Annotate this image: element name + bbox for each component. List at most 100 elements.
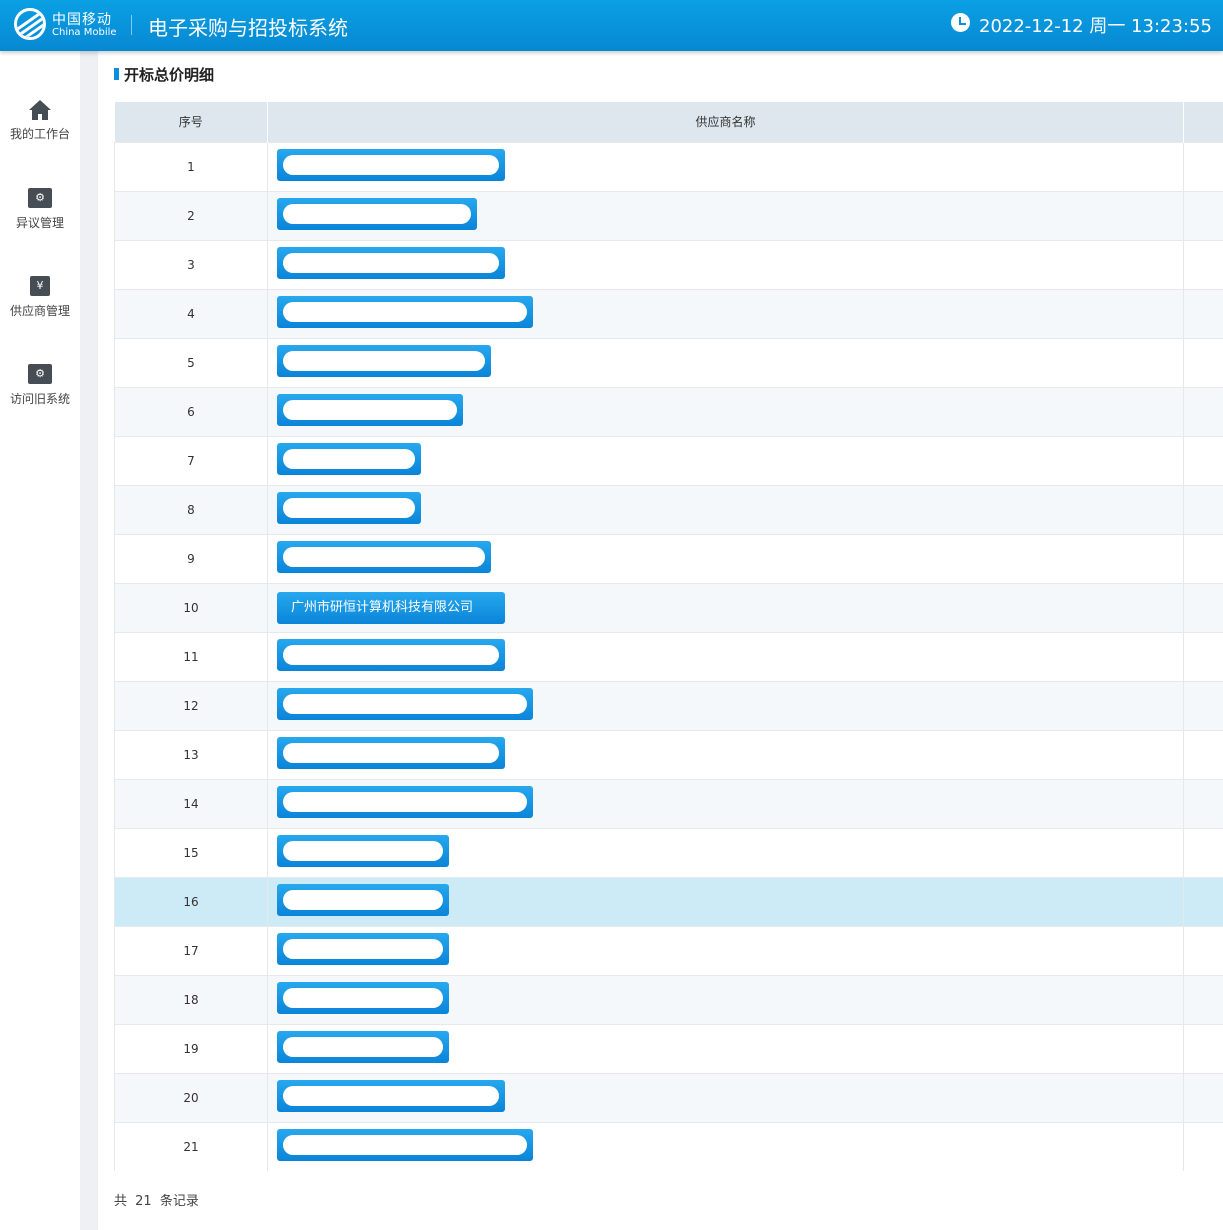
- redaction-mask: [283, 694, 527, 714]
- row-seq: 1: [114, 141, 268, 191]
- row-extra-cell: [1183, 141, 1223, 191]
- table-row: 17: [114, 925, 1223, 975]
- supplier-name-button[interactable]: [277, 688, 533, 720]
- supplier-name-button[interactable]: [277, 149, 505, 181]
- gear-monitor-icon: ⚙: [28, 188, 52, 208]
- table-row: 19: [114, 1023, 1223, 1073]
- sidebar-item-label: 我的工作台: [9, 127, 70, 141]
- row-extra-cell: [1183, 974, 1223, 1024]
- table-row: 21: [114, 1121, 1223, 1171]
- redaction-mask: [283, 204, 471, 224]
- row-seq: 21: [114, 1121, 268, 1171]
- redaction-mask: [283, 253, 499, 273]
- redaction-mask: [283, 743, 499, 763]
- supplier-name-button[interactable]: [277, 394, 463, 426]
- row-extra-cell: [1183, 1072, 1223, 1122]
- datetime: 2022-12-12 周一 13:23:55: [979, 16, 1212, 37]
- row-seq: 18: [114, 974, 268, 1024]
- table-row: 20: [114, 1072, 1223, 1122]
- row-extra-cell: [1183, 533, 1223, 583]
- supplier-name-button[interactable]: [277, 296, 533, 328]
- row-seq: 10: [114, 582, 268, 632]
- table-row: 3: [114, 239, 1223, 289]
- redaction-mask: [283, 645, 499, 665]
- sidebar-item-old-system[interactable]: ⚙ 访问旧系统: [0, 364, 80, 407]
- row-seq: 12: [114, 680, 268, 730]
- supplier-name-button[interactable]: [277, 982, 449, 1014]
- table-row: 12: [114, 680, 1223, 730]
- table-row: 6: [114, 386, 1223, 436]
- home-icon: [28, 99, 52, 120]
- supplier-name-button[interactable]: [277, 835, 449, 867]
- supplier-name-button[interactable]: [277, 1031, 449, 1063]
- supplier-name-button[interactable]: [277, 884, 449, 916]
- supplier-name-button[interactable]: [277, 639, 505, 671]
- table-row: 10 广州市研恒计算机科技有限公司: [114, 582, 1223, 632]
- record-count-value: 21: [135, 1194, 152, 1209]
- supplier-name-button[interactable]: [277, 1080, 505, 1112]
- supplier-name-button[interactable]: [277, 786, 533, 818]
- sidebar-item-workbench[interactable]: 我的工作台: [0, 99, 80, 142]
- table-row: 11: [114, 631, 1223, 681]
- redaction-mask: [283, 351, 485, 371]
- redaction-mask: [283, 400, 457, 420]
- row-seq: 17: [114, 925, 268, 975]
- redaction-mask: [283, 841, 443, 861]
- row-extra-cell: [1183, 435, 1223, 485]
- section-title: 开标总价明细: [114, 64, 214, 85]
- redaction-mask: [283, 988, 443, 1008]
- table-row: 14: [114, 778, 1223, 828]
- table-row: 8: [114, 484, 1223, 534]
- sidebar-gutter: [80, 51, 98, 1230]
- row-extra-cell: [1183, 631, 1223, 681]
- row-seq: 2: [114, 190, 268, 240]
- redaction-mask: [283, 498, 415, 518]
- row-extra-cell: [1183, 190, 1223, 240]
- row-extra-cell: [1183, 925, 1223, 975]
- supplier-name-button[interactable]: [277, 492, 421, 524]
- yen-document-icon: ¥: [30, 276, 50, 296]
- supplier-name-button[interactable]: [277, 247, 505, 279]
- row-extra-cell: [1183, 337, 1223, 387]
- supplier-name-button[interactable]: [277, 443, 421, 475]
- supplier-name-button[interactable]: 广州市研恒计算机科技有限公司: [277, 591, 505, 624]
- row-seq: 8: [114, 484, 268, 534]
- row-seq: 9: [114, 533, 268, 583]
- row-seq: 3: [114, 239, 268, 289]
- row-seq: 14: [114, 778, 268, 828]
- supplier-name: 广州市研恒计算机科技有限公司: [291, 599, 474, 615]
- record-count: 共 21 条记录: [114, 1190, 199, 1209]
- row-extra-cell: [1183, 827, 1223, 877]
- supplier-name-button[interactable]: [277, 541, 491, 573]
- row-extra-cell: [1183, 484, 1223, 534]
- redaction-mask: [283, 449, 415, 469]
- redaction-mask: [283, 1135, 527, 1156]
- redaction-mask: [283, 155, 499, 175]
- brand-name-cn: 中国移动: [52, 12, 112, 28]
- gear-monitor-icon: ⚙: [28, 364, 52, 384]
- redaction-mask: [283, 939, 443, 959]
- row-extra-cell: [1183, 288, 1223, 338]
- sidebar-item-label: 访问旧系统: [9, 392, 70, 406]
- table-row: 13: [114, 729, 1223, 779]
- row-seq: 5: [114, 337, 268, 387]
- table-row: 1: [114, 141, 1223, 191]
- row-seq: 11: [114, 631, 268, 681]
- table-row: 9: [114, 533, 1223, 583]
- supplier-name-button[interactable]: [277, 933, 449, 965]
- table-row: 15: [114, 827, 1223, 877]
- sidebar-item-objection[interactable]: ⚙ 异议管理: [0, 188, 80, 231]
- row-seq: 6: [114, 386, 268, 436]
- row-extra-cell: [1183, 680, 1223, 730]
- sidebar-item-supplier[interactable]: ¥ 供应商管理: [0, 276, 80, 319]
- top-bar: 中国移动 China Mobile 电子采购与招投标系统 2022-12-12 …: [0, 0, 1223, 51]
- supplier-name-button[interactable]: [277, 737, 505, 769]
- redaction-mask: [283, 1037, 443, 1057]
- supplier-name-button[interactable]: [277, 345, 491, 377]
- system-title: 电子采购与招投标系统: [148, 16, 348, 40]
- table-row: 7: [114, 435, 1223, 485]
- supplier-name-button[interactable]: [277, 1129, 533, 1162]
- record-count-suffix: 条记录: [159, 1194, 199, 1209]
- row-extra-cell: [1183, 582, 1223, 632]
- supplier-name-button[interactable]: [277, 198, 477, 230]
